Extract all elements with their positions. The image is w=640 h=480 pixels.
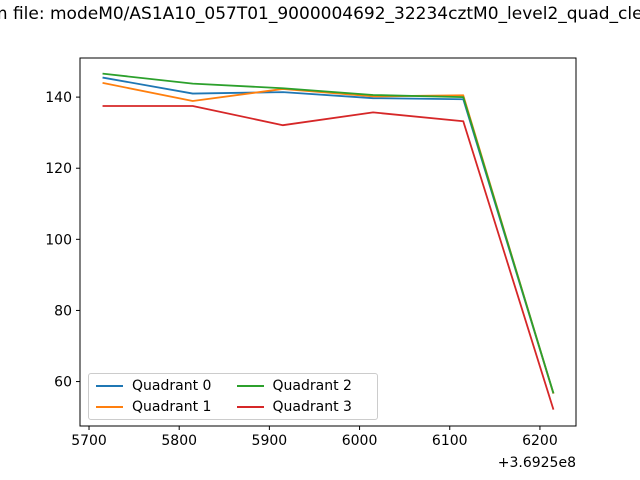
legend-item-quadrant-3: Quadrant 3 <box>236 397 378 418</box>
y-tick-label: 100 <box>45 232 72 248</box>
line-quadrant-2 <box>102 72 555 394</box>
legend-item-quadrant-2: Quadrant 2 <box>236 376 378 397</box>
legend-item-quadrant-0: Quadrant 0 <box>96 376 237 397</box>
legend-line-sample-quadrant-2 <box>236 384 264 388</box>
y-tick-label: 80 <box>54 303 72 319</box>
y-tick-label: 60 <box>54 375 72 391</box>
line-quadrant-0 <box>102 76 555 394</box>
x-tick-label: 6100 <box>432 433 468 449</box>
legend-line-sample-quadrant-0 <box>96 384 123 388</box>
x-tick-label: 5900 <box>252 433 288 449</box>
legend-item-quadrant-1: Quadrant 1 <box>96 397 237 418</box>
legend-column-1: Quadrant 0 Quadrant 1 <box>96 376 237 418</box>
legend-label-quadrant-2: Quadrant 2 <box>272 378 352 394</box>
x-axis-offset-label: +3.6925e8 <box>498 455 576 471</box>
legend-column-2: Quadrant 2 Quadrant 3 <box>236 376 378 418</box>
plot-border <box>79 57 577 427</box>
x-tick-label: 5700 <box>71 433 107 449</box>
y-tick-label: 140 <box>45 90 72 106</box>
x-tick-label: 5800 <box>161 433 197 449</box>
legend-label-quadrant-0: Quadrant 0 <box>132 378 212 394</box>
legend: Quadrant 0 Quadrant 1 Quadrant 2 Quadran… <box>88 373 378 420</box>
legend-line-sample-quadrant-3 <box>236 405 264 409</box>
line-quadrant-1 <box>102 82 555 394</box>
legend-line-sample-quadrant-1 <box>96 405 123 409</box>
y-tick-label: 120 <box>45 161 72 177</box>
legend-label-quadrant-1: Quadrant 1 <box>132 399 212 415</box>
x-tick-label: 6200 <box>522 433 558 449</box>
line-quadrant-3 <box>102 105 555 410</box>
chart-title: m file: modeM0/AS1A10_057T01_9000004692_… <box>0 4 640 24</box>
legend-label-quadrant-3: Quadrant 3 <box>272 399 352 415</box>
x-tick-label: 6000 <box>342 433 378 449</box>
